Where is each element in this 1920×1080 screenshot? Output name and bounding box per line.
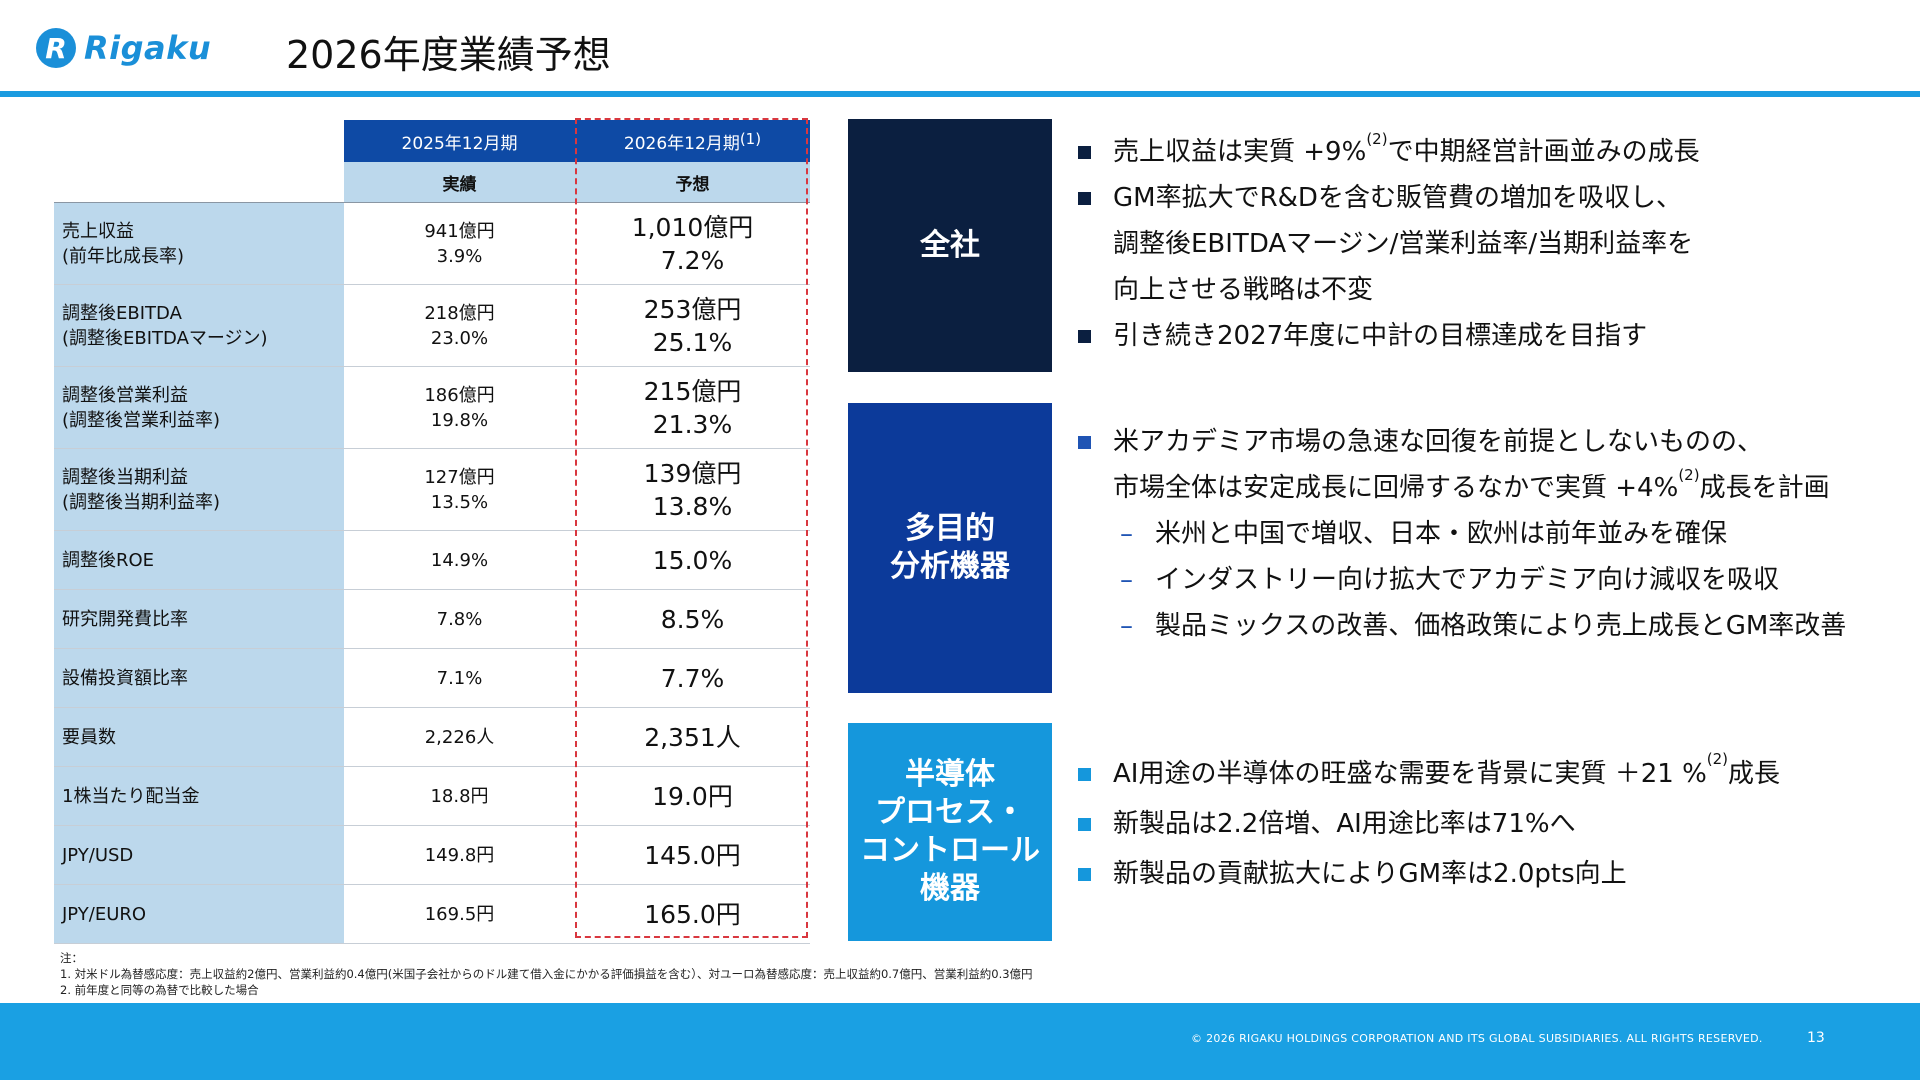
dash-bullet-icon: –	[1120, 565, 1133, 595]
segment-analytical: 多目的 分析機器	[848, 403, 1052, 693]
row-label: 設備投資額比率	[54, 648, 344, 708]
row-label: 調整後営業利益 (調整後営業利益率)	[54, 366, 344, 449]
list-item-continuation: 向上させる戦略は不変	[1113, 275, 1374, 305]
logo-mark-icon: R	[36, 28, 76, 68]
value-2026: 1,010億円 7.2%	[575, 202, 810, 285]
sub-list-item: – 製品ミックスの改善、価格政策により売上成長とGM率改善	[1078, 603, 1846, 649]
copyright: © 2026 RIGAKU HOLDINGS CORPORATION AND I…	[1191, 1032, 1763, 1045]
value-2026: 15.0%	[575, 530, 810, 590]
subheader-forecast: 予想	[575, 162, 810, 203]
list-item: GM率拡大でR&Dを含む販管費の増加を吸収し、	[1078, 175, 1700, 221]
footnote-heading: 注：	[60, 951, 83, 965]
table-row: 調整後当期利益 (調整後当期利益率) 127億円 13.5% 139億円 13.8%	[54, 448, 810, 531]
value-2025: 186億円 19.8%	[344, 366, 575, 449]
value-2026: 139億円 13.8%	[575, 448, 810, 531]
header-divider	[0, 91, 1920, 97]
value-2026: 19.0円	[575, 766, 810, 826]
footnote-1: 1. 対米ドル為替感応度：売上収益約2億円、営業利益約0.4億円(米国子会社から…	[60, 967, 1033, 981]
list-item-continuation: 市場全体は安定成長に回帰するなかで実質 +4%(2)成長を計画	[1113, 466, 1830, 503]
row-label: 調整後EBITDA (調整後EBITDAマージン)	[54, 284, 344, 367]
dash-bullet-icon: –	[1120, 611, 1133, 641]
table-row: 1株当たり配当金 18.8円 19.0円	[54, 766, 810, 826]
page-number: 13	[1807, 1030, 1825, 1046]
segment-semiconductor: 半導体 プロセス・ コントロール 機器	[848, 723, 1052, 941]
row-label: 1株当たり配当金	[54, 766, 344, 826]
forecast-table: 2025年12月期 2026年12月期(1) 実績 予想 売上収益 (前年比成長率…	[54, 120, 810, 944]
sub-list-item: – インダストリー向け拡大でアカデミア向け減収を吸収	[1078, 557, 1846, 603]
footnote-ref-1: (1)	[739, 129, 762, 148]
table-row: 調整後EBITDA (調整後EBITDAマージン) 218億円 23.0% 253億…	[54, 284, 810, 367]
sub-list-item: – 米州と中国で増収、日本・欧州は前年並みを確保	[1078, 511, 1846, 557]
value-2026: 215億円 21.3%	[575, 366, 810, 449]
bullet-square-icon	[1078, 330, 1091, 343]
value-2025: 941億円 3.9%	[344, 202, 575, 285]
row-label: 調整後当期利益 (調整後当期利益率)	[54, 448, 344, 531]
footnote-2: 2. 前年度と同等の為替で比較した場合	[60, 983, 259, 997]
value-2026: 165.0円	[575, 884, 810, 944]
value-2026: 253億円 25.1%	[575, 284, 810, 367]
bullets-analytical: 米アカデミア市場の急速な回復を前提としないものの、 市場全体は安定成長に回帰する…	[1078, 419, 1846, 649]
value-2026: 8.5%	[575, 589, 810, 649]
value-2025: 218億円 23.0%	[344, 284, 575, 367]
row-label: 要員数	[54, 707, 344, 767]
value-2025: 7.1%	[344, 648, 575, 708]
value-2026: 145.0円	[575, 825, 810, 885]
table-row: 売上収益 (前年比成長率) 941億円 3.9% 1,010億円 7.2%	[54, 202, 810, 285]
value-2025: 127億円 13.5%	[344, 448, 575, 531]
bullet-square-icon	[1078, 146, 1091, 159]
table-header-row: 2025年12月期 2026年12月期(1)	[54, 120, 810, 162]
subheader-actual: 実績	[344, 162, 575, 203]
footnotes: 注： 1. 対米ドル為替感応度：売上収益約2億円、営業利益約0.4億円(米国子会…	[60, 950, 1033, 998]
table-subheader-empty	[54, 162, 344, 203]
table-row: 研究開発費比率 7.8% 8.5%	[54, 589, 810, 649]
value-2025: 149.8円	[344, 825, 575, 885]
list-item: 米アカデミア市場の急速な回復を前提としないものの、	[1078, 419, 1846, 465]
list-item: AI用途の半導体の旺盛な需要を背景に実質 ＋21 %(2)成長	[1078, 749, 1780, 799]
value-2025: 7.8%	[344, 589, 575, 649]
bullets-semiconductor: AI用途の半導体の旺盛な需要を背景に実質 ＋21 %(2)成長 新製品は2.2倍…	[1078, 749, 1780, 899]
list-item: 売上収益は実質 +9%(2)で中期経営計画並みの成長	[1078, 129, 1700, 175]
slide-header: R Rigaku 2026年度業績予想	[0, 0, 1920, 97]
value-2025: 18.8円	[344, 766, 575, 826]
list-item-continuation: 調整後EBITDAマージン/営業利益率/当期利益率を	[1113, 229, 1694, 259]
table-row: JPY/USD 149.8円 145.0円	[54, 825, 810, 885]
row-label: 研究開発費比率	[54, 589, 344, 649]
header-fy2025: 2025年12月期	[344, 120, 575, 162]
dash-bullet-icon: –	[1120, 519, 1133, 549]
list-item: 新製品は2.2倍増、AI用途比率は71%へ	[1078, 799, 1780, 849]
company-logo: R Rigaku	[36, 28, 211, 68]
row-label: 売上収益 (前年比成長率)	[54, 202, 344, 285]
value-2025: 2,226人	[344, 707, 575, 767]
value-2026: 7.7%	[575, 648, 810, 708]
bullet-square-icon	[1078, 818, 1091, 831]
row-label: 調整後ROE	[54, 530, 344, 590]
table-row: 調整後営業利益 (調整後営業利益率) 186億円 19.8% 215億円 21.3%	[54, 366, 810, 449]
row-label: JPY/EURO	[54, 884, 344, 944]
list-item: 新製品の貢献拡大によりGM率は2.0pts向上	[1078, 849, 1780, 899]
table-row: 調整後ROE 14.9% 15.0%	[54, 530, 810, 590]
table-row: 設備投資額比率 7.1% 7.7%	[54, 648, 810, 708]
bullet-square-icon	[1078, 768, 1091, 781]
bullets-company: 売上収益は実質 +9%(2)で中期経営計画並みの成長 GM率拡大でR&Dを含む販…	[1078, 129, 1700, 359]
slide-footer	[0, 1003, 1920, 1080]
segment-company: 全社	[848, 119, 1052, 372]
header-fy2026: 2026年12月期(1)	[575, 120, 810, 162]
list-item: 引き続き2027年度に中計の目標達成を目指す	[1078, 313, 1700, 359]
table-subheader-row: 実績 予想	[54, 162, 810, 203]
bullet-square-icon	[1078, 192, 1091, 205]
table-header-empty	[54, 120, 344, 162]
bullet-square-icon	[1078, 436, 1091, 449]
table-row: 要員数 2,226人 2,351人	[54, 707, 810, 767]
bullet-square-icon	[1078, 868, 1091, 881]
value-2025: 14.9%	[344, 530, 575, 590]
page-title: 2026年度業績予想	[286, 33, 611, 77]
value-2026: 2,351人	[575, 707, 810, 767]
value-2025: 169.5円	[344, 884, 575, 944]
logo-wordmark: Rigaku	[84, 29, 212, 67]
table-row: JPY/EURO 169.5円 165.0円	[54, 884, 810, 944]
row-label: JPY/USD	[54, 825, 344, 885]
